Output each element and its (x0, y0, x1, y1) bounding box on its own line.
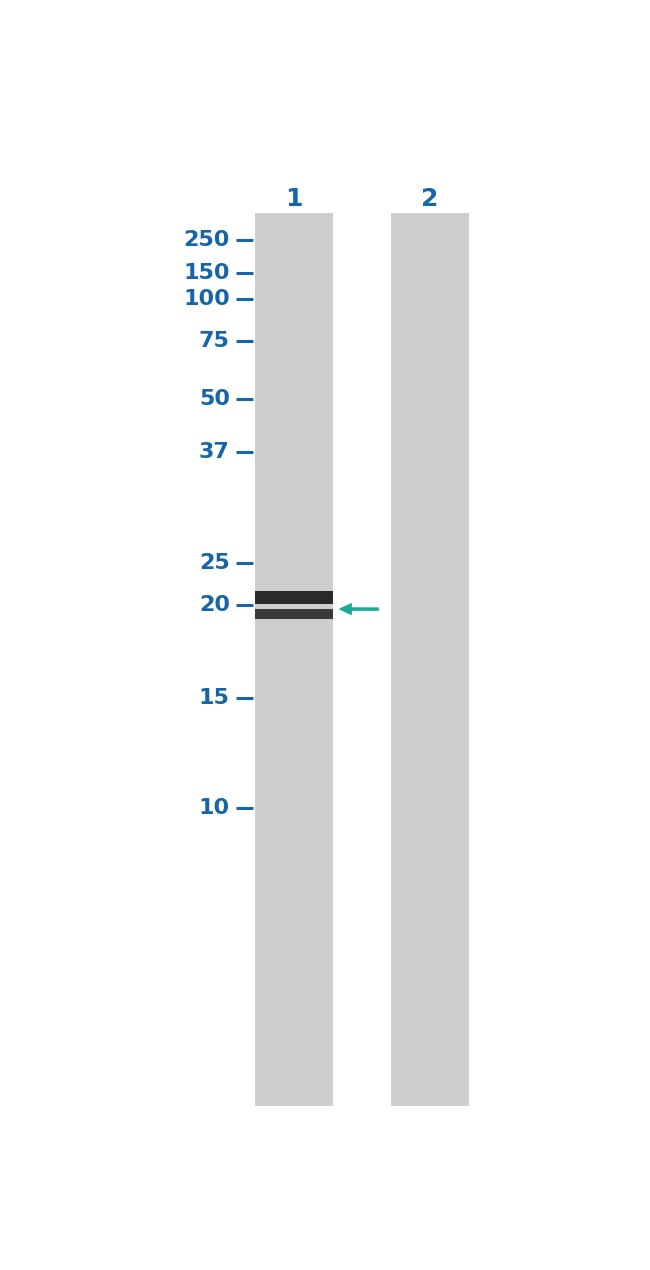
Text: 10: 10 (199, 798, 230, 818)
Bar (255, 608, 333, 620)
Text: 75: 75 (199, 331, 230, 351)
Text: 100: 100 (183, 290, 230, 309)
Text: 37: 37 (199, 442, 230, 461)
Text: 25: 25 (199, 554, 230, 573)
Bar (255, 213, 333, 1106)
Text: 50: 50 (199, 389, 230, 409)
Text: 150: 150 (183, 263, 230, 283)
Bar (255, 591, 333, 603)
Text: 250: 250 (183, 230, 230, 250)
Text: 1: 1 (285, 188, 303, 211)
Bar (391, 213, 469, 1106)
Text: 20: 20 (199, 596, 230, 615)
Text: 15: 15 (199, 688, 230, 709)
Text: 2: 2 (421, 188, 439, 211)
